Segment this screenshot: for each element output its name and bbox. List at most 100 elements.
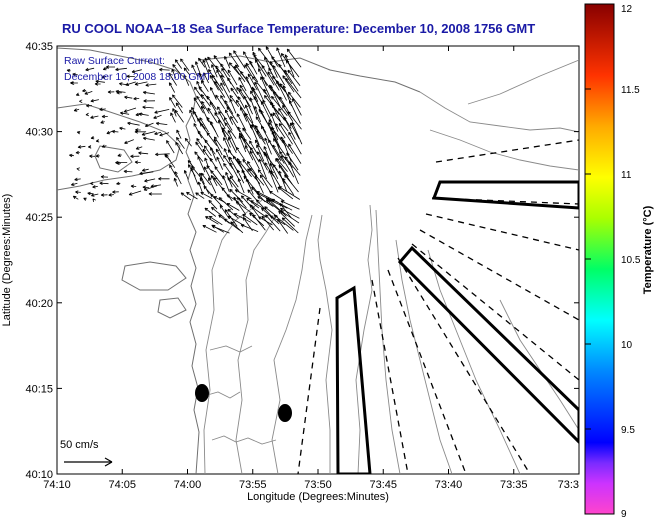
y-tick-label: 40:10 (25, 469, 53, 481)
current-vector (204, 57, 210, 69)
current-vector (166, 140, 175, 154)
current-vector (250, 200, 265, 210)
current-vector (233, 50, 246, 69)
current-vector (141, 131, 156, 136)
current-vector (172, 94, 183, 108)
current-vector (199, 117, 209, 133)
current-vector (258, 47, 274, 68)
chart-title: RU COOL NOAA−18 Sea Surface Temperature:… (62, 21, 535, 36)
current-vector (115, 89, 126, 94)
current-vector (175, 102, 184, 114)
x-tick-label: 73:40 (435, 479, 463, 491)
current-vector (196, 138, 204, 148)
current-vector (84, 91, 93, 95)
current-vector (106, 130, 113, 135)
current-vector (123, 107, 137, 113)
current-vector (75, 150, 80, 155)
current-vector (279, 207, 300, 219)
current-vector (202, 59, 210, 75)
current-vector (139, 171, 154, 176)
current-vector (197, 181, 203, 193)
current-vector (142, 90, 155, 95)
current-vector (227, 208, 239, 219)
current-vector (87, 191, 94, 196)
y-axis-label: Latitude (Degrees:Minutes) (1, 194, 13, 327)
current-vector (203, 166, 212, 180)
colorbar-label: Temperature (°C) (642, 205, 654, 294)
current-vector (186, 191, 198, 200)
current-vector (100, 175, 109, 179)
current-vector (216, 69, 226, 87)
current-vector (95, 79, 105, 84)
current-vector (202, 148, 213, 163)
current-vector (278, 107, 292, 129)
current-vector (265, 46, 279, 67)
current-vector (112, 190, 119, 194)
x-tick-label: 73:35 (500, 479, 528, 491)
current-vector (249, 150, 260, 170)
overlay-line-2: December 10, 2008 18:00 GMT (64, 71, 212, 83)
current-vector (224, 117, 233, 131)
x-tick-label: 74:00 (174, 479, 202, 491)
current-vector (102, 66, 109, 71)
x-tick-label: 73:55 (239, 479, 267, 491)
current-vector (95, 139, 100, 143)
current-vector (290, 122, 300, 140)
current-vector (95, 154, 100, 158)
current-vector (193, 97, 204, 114)
current-vector (280, 53, 293, 70)
current-vector (187, 160, 196, 169)
current-vector (130, 154, 140, 159)
current-vector (224, 55, 231, 69)
current-vector (101, 75, 107, 79)
current-vector (142, 136, 155, 141)
current-vector (196, 95, 206, 110)
current-vector (91, 193, 99, 197)
current-vector (131, 69, 142, 74)
current-vector (119, 126, 126, 131)
current-vector (220, 82, 231, 100)
current-vector (183, 67, 191, 76)
current-vector (79, 99, 83, 103)
current-vector (256, 144, 265, 162)
current-vector (183, 170, 189, 180)
current-vector (253, 54, 265, 69)
current-vector (195, 192, 205, 199)
current-vector (244, 64, 254, 78)
current-vector (99, 181, 109, 186)
colorbar-tick-label: 9 (621, 509, 627, 519)
current-vector (176, 129, 182, 139)
current-vector (227, 215, 245, 227)
current-vector (259, 174, 272, 194)
exclusion-zones (335, 180, 579, 474)
current-vector (117, 153, 122, 157)
current-vector (125, 81, 136, 86)
current-vector (101, 144, 107, 148)
current-vector (238, 76, 247, 92)
current-vector (225, 171, 233, 188)
current-vector (124, 139, 134, 144)
current-vector (276, 157, 288, 172)
current-vector (261, 215, 275, 231)
current-vector (169, 164, 177, 178)
current-vector (90, 115, 99, 119)
current-vector (144, 122, 154, 127)
current-vector (168, 72, 178, 86)
current-vector (180, 58, 190, 72)
current-vector (223, 155, 234, 170)
current-vector (230, 115, 241, 133)
current-vector (100, 193, 108, 197)
current-vector (130, 184, 137, 189)
current-vector (235, 99, 247, 116)
current-vector (143, 185, 158, 191)
colorbar-tick-label: 10 (621, 340, 633, 351)
current-vector (200, 172, 211, 186)
y-tick-label: 40:30 (25, 127, 53, 139)
current-vector (263, 146, 272, 163)
y-tick-label: 40:20 (25, 298, 53, 310)
current-vector (195, 61, 203, 79)
current-vector (272, 112, 289, 132)
current-vector (155, 152, 170, 157)
current-vector (144, 178, 156, 183)
current-vector (196, 80, 202, 92)
